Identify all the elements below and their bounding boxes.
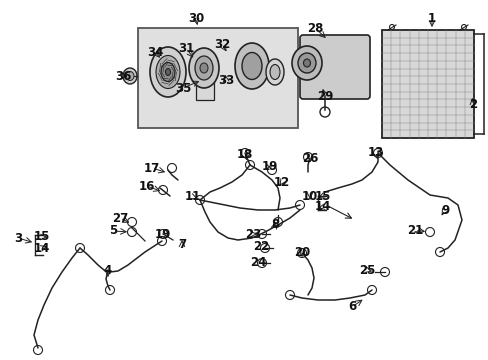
Text: 12: 12 <box>273 175 289 189</box>
Text: 31: 31 <box>178 41 194 54</box>
Text: 13: 13 <box>367 145 384 158</box>
FancyBboxPatch shape <box>299 35 369 99</box>
Text: 28: 28 <box>306 22 323 35</box>
Text: 9: 9 <box>440 203 448 216</box>
Text: 1: 1 <box>427 12 435 24</box>
Ellipse shape <box>195 56 213 80</box>
Text: 14: 14 <box>34 242 50 255</box>
Text: 6: 6 <box>347 301 355 314</box>
Ellipse shape <box>123 68 137 84</box>
Text: 15: 15 <box>34 230 50 243</box>
Text: 21: 21 <box>406 224 422 237</box>
Text: 11: 11 <box>184 190 201 203</box>
Text: 14: 14 <box>314 201 330 213</box>
Text: 7: 7 <box>178 238 185 252</box>
Text: 4: 4 <box>103 265 112 278</box>
Text: 29: 29 <box>316 90 332 104</box>
Ellipse shape <box>161 63 175 81</box>
Text: 27: 27 <box>112 211 128 225</box>
Ellipse shape <box>189 48 219 88</box>
Text: 26: 26 <box>301 152 318 165</box>
Text: 34: 34 <box>146 45 163 58</box>
Text: 18: 18 <box>236 148 253 162</box>
Ellipse shape <box>265 59 284 85</box>
Text: 32: 32 <box>213 37 230 50</box>
Text: 19: 19 <box>155 228 171 240</box>
Ellipse shape <box>269 64 280 80</box>
Bar <box>196 58 214 100</box>
Bar <box>381 30 473 138</box>
Ellipse shape <box>156 55 180 89</box>
Text: 25: 25 <box>358 264 374 276</box>
Text: 5: 5 <box>109 225 117 238</box>
Ellipse shape <box>291 46 321 80</box>
Ellipse shape <box>165 68 170 76</box>
Text: 10: 10 <box>301 189 318 202</box>
Ellipse shape <box>242 53 262 80</box>
Text: 35: 35 <box>174 81 191 94</box>
Text: 20: 20 <box>293 246 309 258</box>
Text: 30: 30 <box>187 12 203 24</box>
Text: 36: 36 <box>115 69 131 82</box>
Text: 22: 22 <box>252 240 268 253</box>
Ellipse shape <box>201 73 208 83</box>
Text: 23: 23 <box>244 228 261 240</box>
Ellipse shape <box>297 53 315 73</box>
Text: 2: 2 <box>468 99 476 112</box>
Ellipse shape <box>150 47 185 97</box>
Text: 24: 24 <box>249 256 265 269</box>
Text: 17: 17 <box>143 162 160 175</box>
Ellipse shape <box>200 63 207 73</box>
Ellipse shape <box>126 72 134 81</box>
Text: 3: 3 <box>14 231 22 244</box>
Ellipse shape <box>303 59 310 67</box>
Text: 16: 16 <box>139 180 155 193</box>
Ellipse shape <box>235 43 268 89</box>
Text: 19: 19 <box>261 159 278 172</box>
Text: 33: 33 <box>218 73 234 86</box>
Text: 8: 8 <box>270 219 279 231</box>
Bar <box>138 28 297 128</box>
Text: 15: 15 <box>314 189 330 202</box>
